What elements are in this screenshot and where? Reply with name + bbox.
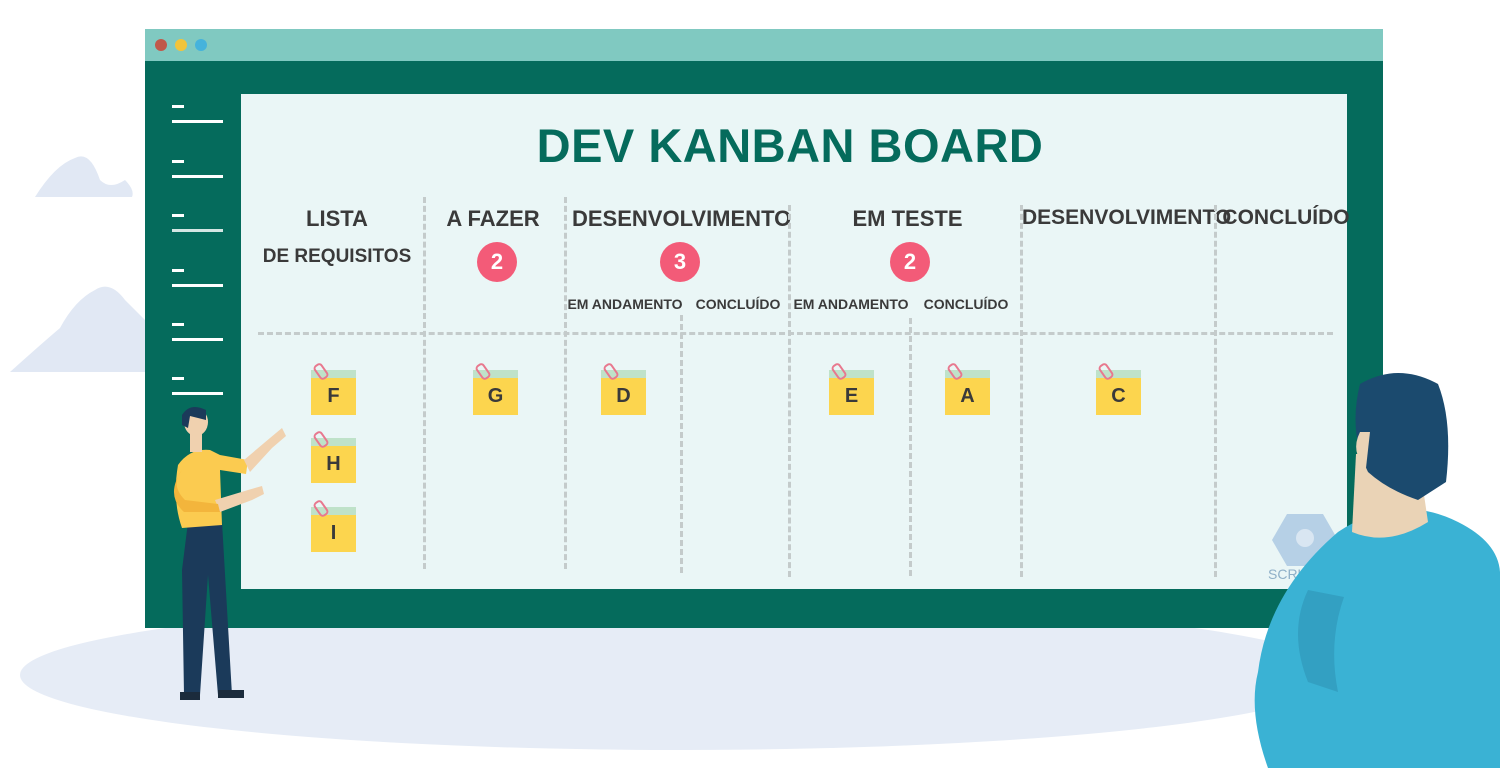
- task-card-e[interactable]: E: [829, 361, 874, 415]
- viewer-person-illustration: [1254, 373, 1500, 768]
- column-divider: [423, 197, 426, 569]
- column-divider: [1214, 205, 1217, 577]
- wip-limit-desenvolvimento: 3: [660, 242, 700, 282]
- column-subheader-requisitos: DE REQUISITOS: [262, 246, 412, 267]
- column-divider: [1020, 205, 1023, 577]
- board-title: DEV KANBAN BOARD: [536, 119, 1044, 172]
- task-card-c[interactable]: C: [1096, 361, 1141, 415]
- window-minimize-button[interactable]: [175, 39, 187, 51]
- presenter-person-illustration: [173, 406, 286, 700]
- task-card-h[interactable]: H: [311, 429, 356, 483]
- window-title-bar: [145, 29, 1383, 61]
- window-close-button[interactable]: [155, 39, 167, 51]
- subcolumn-teste-em-andamento: EM ANDAMENTO: [793, 296, 909, 312]
- column-header-lista: LISTA: [306, 206, 368, 231]
- subcolumn-teste-concluido: CONCLUÍDO: [923, 296, 1009, 312]
- window-maximize-button[interactable]: [195, 39, 207, 51]
- subcolumn-dev-em-andamento: EM ANDAMENTO: [567, 296, 683, 312]
- header-divider: [258, 332, 1333, 335]
- task-card-d[interactable]: D: [601, 361, 646, 415]
- column-header-concluido: CONCLUÍDO: [1222, 206, 1350, 229]
- subcolumn-divider: [909, 318, 912, 576]
- column-divider: [564, 197, 567, 569]
- wip-limit-a-fazer: 2: [477, 242, 517, 282]
- column-divider: [788, 205, 791, 577]
- column-header-em-teste: EM TESTE: [852, 206, 963, 231]
- task-card-i[interactable]: I: [311, 498, 356, 552]
- wip-limit-em-teste: 2: [890, 242, 930, 282]
- subcolumn-dev-concluido: CONCLUÍDO: [695, 296, 781, 312]
- task-card-f[interactable]: F: [311, 361, 356, 415]
- task-card-g[interactable]: G: [473, 361, 518, 415]
- column-header-desenvolvimento: DESENVOLVIMENTO: [572, 206, 792, 231]
- column-header-a-fazer: A FAZER: [446, 206, 540, 231]
- subcolumn-divider: [680, 315, 683, 573]
- cloud-illustration: [10, 156, 145, 372]
- task-card-a[interactable]: A: [945, 361, 990, 415]
- column-header-desenvolvimento-2: DESENVOLVIMENTO: [1022, 206, 1232, 229]
